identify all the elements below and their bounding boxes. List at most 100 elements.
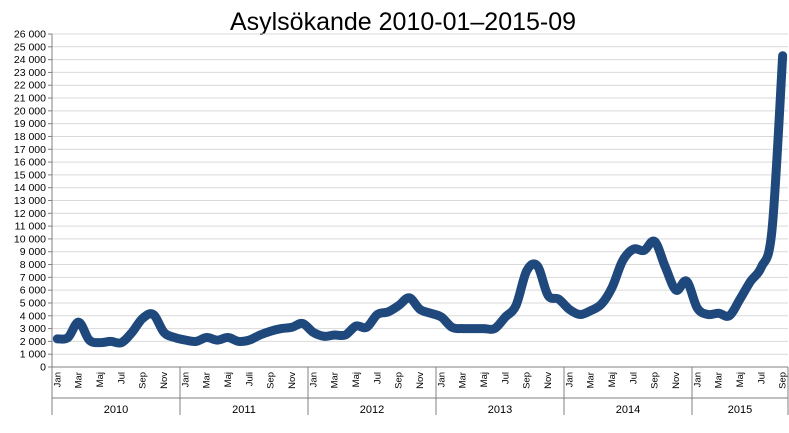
x-tick-label: Nov <box>415 372 426 389</box>
data-point <box>728 315 730 317</box>
data-point <box>632 248 634 250</box>
data-point <box>387 311 389 313</box>
data-point <box>430 312 432 314</box>
data-point <box>536 265 538 267</box>
x-tick-label: Mar <box>202 372 213 388</box>
data-point <box>718 312 720 314</box>
x-tick-label: Jan <box>564 372 575 387</box>
x-tick-label: Jan <box>52 372 63 387</box>
x-tick-label: Juli <box>244 372 255 386</box>
y-tick-label: 8 000 <box>20 259 46 271</box>
data-point <box>344 334 346 336</box>
x-tick-label: Jan <box>692 372 703 387</box>
y-tick-label: 19 000 <box>14 118 46 130</box>
data-point <box>494 328 496 330</box>
data-point <box>88 339 90 341</box>
y-tick-label: 25 000 <box>14 41 46 53</box>
y-tick-label: 13 000 <box>14 195 46 207</box>
data-point <box>142 317 144 319</box>
x-tick-label: Sep <box>394 372 405 389</box>
y-tick-label: 5 000 <box>20 297 46 309</box>
chart-title: Asylsökande 2010-01–2015-09 <box>230 8 576 36</box>
x-tick-label: Jan <box>436 372 447 387</box>
y-tick-label: 1 000 <box>20 349 46 361</box>
x-tick-label: Nov <box>159 372 170 389</box>
y-tick-label: 21 000 <box>14 93 46 105</box>
data-point <box>504 316 506 318</box>
x-tick-label: Mar <box>330 372 341 388</box>
data-point <box>152 313 154 315</box>
y-tick-label: 23 000 <box>14 67 46 79</box>
data-point <box>408 297 410 299</box>
x-tick-label: Maj <box>95 372 106 387</box>
data-point <box>56 338 58 340</box>
data-point <box>686 280 688 282</box>
x-tick-label: Maj <box>223 372 234 387</box>
data-point <box>654 240 656 242</box>
data-point <box>611 287 613 289</box>
data-point <box>579 313 581 315</box>
data-point <box>707 313 709 315</box>
data-point <box>568 308 570 310</box>
data-point <box>739 298 741 300</box>
data-point <box>120 342 122 344</box>
data-point <box>451 326 453 328</box>
data-point <box>312 331 314 333</box>
y-tick-label: 7 000 <box>20 272 46 284</box>
x-tick-label: Jul <box>756 372 767 384</box>
data-point <box>355 325 357 327</box>
x-tick-label: Mar <box>586 372 597 388</box>
series-group <box>52 51 788 348</box>
y-tick-label: 10 000 <box>14 233 46 245</box>
y-tick-label: 24 000 <box>14 54 46 66</box>
data-point <box>334 334 336 336</box>
y-tick-label: 14 000 <box>14 182 46 194</box>
data-point <box>419 308 421 310</box>
data-point <box>195 340 197 342</box>
y-tick-label: 11 000 <box>15 221 46 233</box>
data-point <box>472 328 474 330</box>
data-point <box>206 337 208 339</box>
y-tick-label: 0 <box>40 362 46 374</box>
data-point <box>600 303 602 305</box>
x-tick-label: Nov <box>543 372 554 389</box>
y-tick-label: 15 000 <box>14 169 46 181</box>
data-point <box>99 342 101 344</box>
year-label: 2012 <box>360 404 384 416</box>
data-point <box>750 280 752 282</box>
data-point <box>216 339 218 341</box>
data-point <box>366 326 368 328</box>
year-label: 2013 <box>488 404 512 416</box>
data-point <box>302 322 304 324</box>
data-point <box>590 310 592 312</box>
x-tick-label: Jul <box>372 372 383 384</box>
axes <box>48 33 789 415</box>
x-tick-label: Jan <box>180 372 191 387</box>
data-point <box>643 249 645 251</box>
y-tick-label: 6 000 <box>20 285 46 297</box>
data-point <box>227 337 229 339</box>
data-point <box>291 326 293 328</box>
data-point <box>696 307 698 309</box>
x-tick-label: Jan <box>308 372 319 387</box>
data-point <box>622 260 624 262</box>
year-label: 2014 <box>616 404 640 416</box>
x-tick-label: Maj <box>735 372 746 387</box>
data-point <box>280 328 282 330</box>
data-point <box>547 294 549 296</box>
year-label: 2015 <box>728 404 752 416</box>
y-tick-label: 16 000 <box>14 157 46 169</box>
y-tick-label: 18 000 <box>14 131 46 143</box>
y-tick-label: 12 000 <box>14 208 46 220</box>
data-point <box>174 337 176 339</box>
year-label: 2010 <box>104 404 128 416</box>
data-point <box>163 331 165 333</box>
data-point <box>558 298 560 300</box>
x-axis-year-labels: 2010 2011 2012 2013 2014 2015 <box>104 404 752 416</box>
y-tick-label: 26 000 <box>14 29 46 41</box>
y-tick-label: 17 000 <box>14 144 46 156</box>
data-point <box>270 330 272 332</box>
data-point <box>184 339 186 341</box>
